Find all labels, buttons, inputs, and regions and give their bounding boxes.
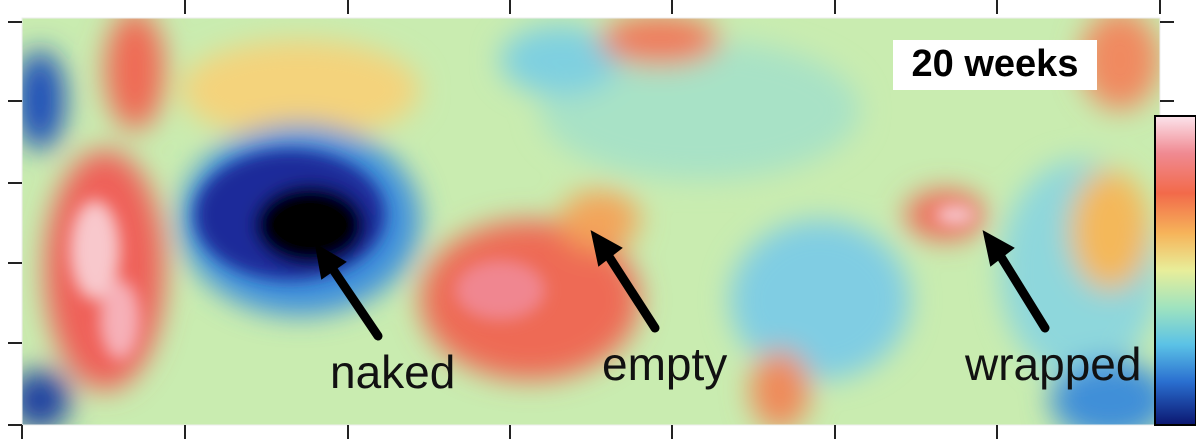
arrows xyxy=(314,230,1050,341)
label-box xyxy=(893,40,1097,90)
annotation: wrapped xyxy=(964,338,1141,390)
ticks xyxy=(8,0,1174,439)
colorbar xyxy=(1154,115,1196,426)
annotation: empty xyxy=(602,338,727,390)
panel-label: 20 weeks xyxy=(912,43,1079,85)
annotation: naked xyxy=(330,346,455,398)
